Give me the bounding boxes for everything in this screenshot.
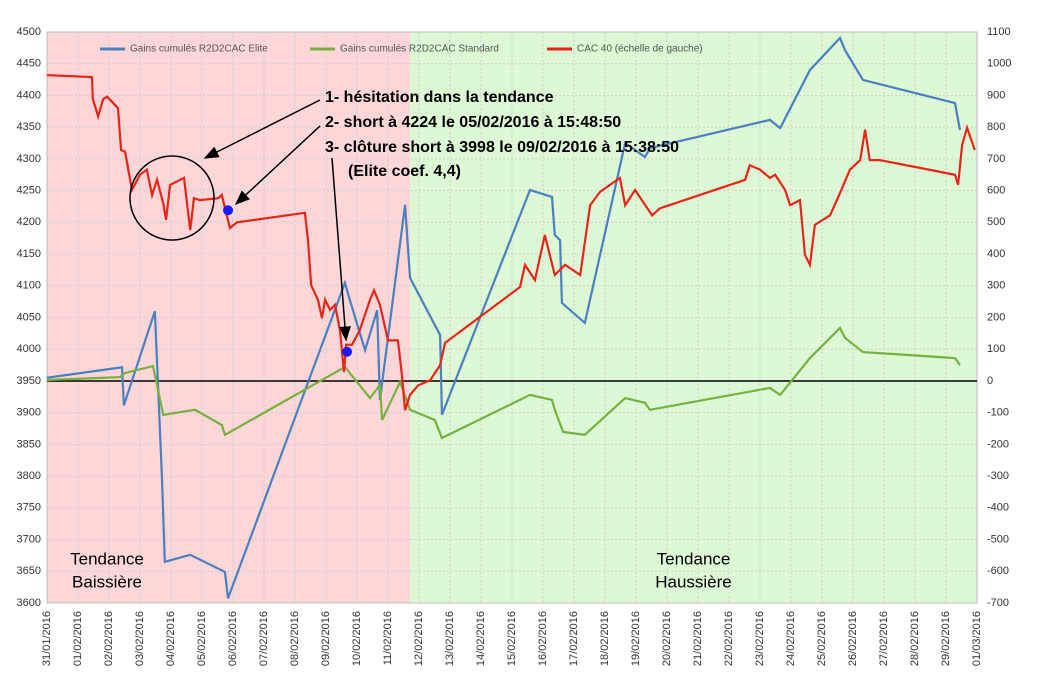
x-tick-label: 16/02/2016 <box>537 611 549 666</box>
x-tick-label: 27/02/2016 <box>878 611 890 666</box>
y2-tick-label: 500 <box>987 216 1005 228</box>
y-tick-label: 4150 <box>17 248 41 260</box>
legend-label: Gains cumulés R2D2CAC Elite <box>130 44 268 55</box>
y2-tick-label: 200 <box>987 311 1005 323</box>
x-tick-label: 11/02/2016 <box>382 611 394 665</box>
y-tick-label: 3850 <box>17 438 41 450</box>
y2-tick-label: 900 <box>987 89 1005 101</box>
x-tick-label: 07/02/2016 <box>258 611 270 666</box>
x-tick-label: 13/02/2016 <box>444 611 456 666</box>
trade-marker <box>342 346 353 357</box>
region-label: Haussière <box>655 572 732 591</box>
series-line <box>46 74 976 411</box>
x-tick-label: 05/02/2016 <box>196 611 208 666</box>
y-tick-label: 4450 <box>17 58 41 70</box>
lines <box>46 36 977 599</box>
x-tick-label: 28/02/2016 <box>909 611 921 666</box>
x-tick-label: 14/02/2016 <box>475 611 487 666</box>
x-tick-label: 10/02/2016 <box>351 611 363 666</box>
x-tick-label: 22/02/2016 <box>723 611 735 666</box>
x-tick-label: 09/02/2016 <box>320 611 332 666</box>
y2-tick-label: -100 <box>987 407 1009 419</box>
y2-tick-label: -600 <box>987 565 1009 577</box>
y2-tick-label: 700 <box>987 153 1005 165</box>
y-tick-label: 4200 <box>17 216 41 228</box>
x-tick-label: 29/02/2016 <box>940 611 952 666</box>
region-label: Tendance <box>657 549 731 568</box>
x-tick-label: 18/02/2016 <box>599 611 611 666</box>
x-tick-label: 25/02/2016 <box>816 611 828 666</box>
y-tick-label: 3950 <box>17 375 41 387</box>
y-tick-label: 3900 <box>17 407 41 419</box>
highlight-circle <box>129 155 215 241</box>
y-tick-label: 3700 <box>17 533 41 545</box>
y-tick-label: 4350 <box>17 121 41 133</box>
legend-label: Gains cumulés R2D2CAC Standard <box>340 44 499 55</box>
x-tick-label: 03/02/2016 <box>134 611 146 666</box>
arrow <box>331 157 351 342</box>
y2-tick-label: -700 <box>987 597 1009 609</box>
y-tick-label: 3600 <box>17 597 41 609</box>
x-tick-label: 23/02/2016 <box>754 611 766 666</box>
y2-tick-label: -400 <box>987 502 1009 514</box>
legend-label: CAC 40 (échelle de gauche) <box>577 44 703 55</box>
x-tick-label: 31/01/2016 <box>41 611 53 666</box>
grid: 31/01/2016 01/02/2016 02/02/2016 03/02/2016… <box>17 26 1012 666</box>
y2-tick-label: 1000 <box>987 58 1011 70</box>
annotation: (Elite coef. 4,4) <box>348 163 461 180</box>
y2-tick-label: 100 <box>987 343 1005 355</box>
x-tick-label: 08/02/2016 <box>289 611 301 666</box>
x-tick-label: 17/02/2016 <box>568 611 580 666</box>
annotation: 1- hésitation dans la tendance <box>325 89 554 106</box>
x-tick-label: 01/03/2016 <box>971 611 983 666</box>
y-tick-label: 4000 <box>17 343 41 355</box>
x-tick-label: 21/02/2016 <box>692 611 704 666</box>
x-tick-label: 01/02/2016 <box>72 611 84 666</box>
x-tick-label: 19/02/2016 <box>630 611 642 666</box>
y-tick-label: 4050 <box>17 311 41 323</box>
x-tick-label: 04/02/2016 <box>165 611 177 666</box>
annotation: 2- short à 4224 le 05/02/2016 à 15:48:50 <box>325 114 621 131</box>
y-tick-label: 4100 <box>17 280 41 292</box>
arrow <box>234 125 321 206</box>
x-tick-label: 06/02/2016 <box>227 611 239 666</box>
annotation: 3- clôture short à 3998 le 09/02/2016 à … <box>325 139 679 156</box>
y-tick-label: 3750 <box>17 502 41 514</box>
arrow <box>203 99 321 159</box>
y2-tick-label: 0 <box>987 375 993 387</box>
y2-tick-label: 800 <box>987 121 1005 133</box>
y2-tick-label: -200 <box>987 438 1009 450</box>
plot-border <box>46 31 978 604</box>
y2-tick-label: 400 <box>987 248 1005 260</box>
x-tick-label: 26/02/2016 <box>847 611 859 666</box>
overlay: Tendance Baissière Tendance Haussière Gains … <box>70 44 732 592</box>
y-tick-label: 4300 <box>17 153 41 165</box>
x-tick-label: 12/02/2016 <box>413 611 425 666</box>
y-tick-label: 3650 <box>17 565 41 577</box>
x-tick-label: 24/02/2016 <box>785 611 797 666</box>
y-tick-label: 4400 <box>17 89 41 101</box>
y2-tick-label: -500 <box>987 533 1009 545</box>
y-tick-label: 4500 <box>17 26 41 38</box>
y2-tick-label: 1100 <box>987 26 1011 38</box>
y2-tick-label: -300 <box>987 470 1009 482</box>
series-line <box>46 326 961 440</box>
y2-tick-label: 600 <box>987 185 1005 197</box>
trade-marker <box>223 205 234 216</box>
x-tick-label: 15/02/2016 <box>506 611 518 666</box>
y-tick-label: 4250 <box>17 185 41 197</box>
region-label: Baissière <box>72 572 142 591</box>
series-line <box>46 36 962 599</box>
x-tick-label: 02/02/2016 <box>103 611 115 666</box>
x-tick-label: 20/02/2016 <box>661 611 673 666</box>
region-label: Tendance <box>70 549 144 568</box>
y2-tick-label: 300 <box>987 280 1005 292</box>
y-tick-label: 3800 <box>17 470 41 482</box>
